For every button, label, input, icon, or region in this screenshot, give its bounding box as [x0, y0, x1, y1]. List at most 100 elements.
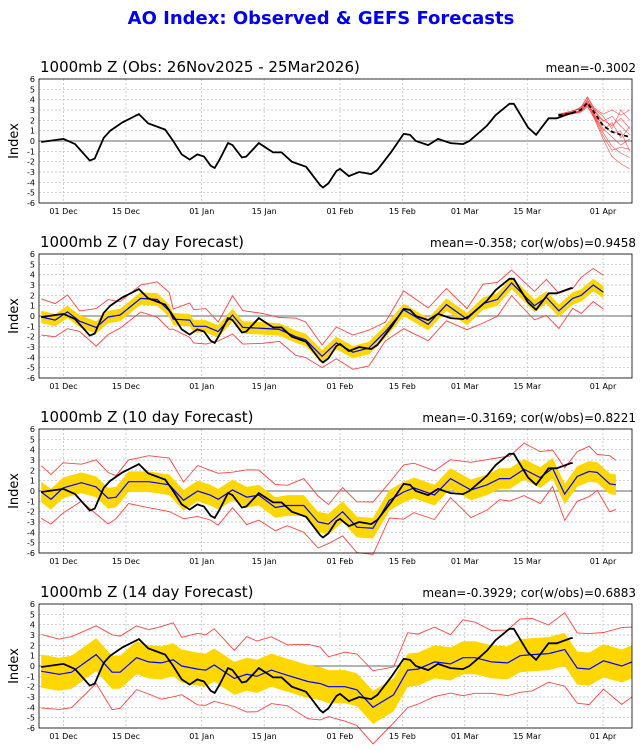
- x-tick-label: 01 Apr: [590, 207, 617, 216]
- y-tick-label: 0: [30, 312, 35, 321]
- x-tick-label: 15 Jan: [252, 557, 277, 566]
- x-tick-label: 15 Mar: [513, 557, 542, 566]
- x-tick-label: 01 Apr: [590, 557, 617, 566]
- y-tick-label: -1: [27, 147, 35, 156]
- ensemble-member-line: [558, 97, 631, 130]
- x-tick-label: 15 Mar: [513, 732, 542, 741]
- plot-frame: [38, 428, 633, 554]
- x-tick-label: 15 Dec: [112, 732, 140, 741]
- y-tick-label: 5: [30, 260, 35, 269]
- y-tick-label: 5: [30, 610, 35, 619]
- y-tick-label: 5: [30, 435, 35, 444]
- y-axis-label: Index: [7, 298, 22, 334]
- panel-2: -6-5 -4-3-2 -101 234 56 01 Dec 15 Dec 01 Jan 15 …: [7, 408, 636, 566]
- x-tick-label: 01 Mar: [451, 207, 480, 216]
- y-tick-label: -6: [27, 724, 35, 733]
- min-range-line: [40, 485, 617, 555]
- x-tick-label: 01 Mar: [451, 557, 480, 566]
- plot-frame: [38, 603, 633, 729]
- spread-band: [41, 276, 604, 363]
- y-tick-label: 6: [30, 75, 35, 84]
- y-tick-label: 1: [30, 652, 35, 661]
- panel-title: 1000mb Z (10 day Forecast): [40, 408, 254, 426]
- y-tick-label: -4: [27, 178, 35, 187]
- y-tick-label: 4: [30, 271, 35, 280]
- x-tick-label: 01 Mar: [451, 732, 480, 741]
- y-tick-label: 4: [30, 446, 35, 455]
- ensemble-member-line: [558, 106, 630, 151]
- x-tick-label: 15 Feb: [389, 382, 416, 391]
- y-tick-label: -6: [27, 549, 35, 558]
- x-tick-label: 15 Dec: [112, 557, 140, 566]
- y-tick-label: -5: [27, 714, 35, 723]
- y-tick-label: -1: [27, 497, 35, 506]
- x-tick-label: 15 Feb: [389, 207, 416, 216]
- y-tick-label: -3: [27, 343, 35, 352]
- panel-stats: mean=-0.3929; cor(w/obs)=0.6883: [422, 586, 636, 600]
- x-tick-label: 01 Feb: [327, 382, 354, 391]
- chart-title: AO Index: Observed & GEFS Forecasts: [127, 8, 515, 29]
- panel-stats: mean=-0.3169; cor(w/obs)=0.8221: [422, 411, 636, 425]
- panel-stats: mean=-0.358; cor(w/obs)=0.9458: [430, 236, 636, 250]
- y-tick-label: 0: [30, 662, 35, 671]
- forecast-mean-line: [40, 467, 616, 529]
- y-tick-label: -3: [27, 518, 35, 527]
- y-tick-label: 3: [30, 456, 35, 465]
- y-tick-label: 2: [30, 466, 35, 475]
- y-tick-label: -1: [27, 672, 35, 681]
- x-tick-label: 01 Dec: [49, 382, 77, 391]
- x-tick-label: 15 Mar: [513, 382, 542, 391]
- x-tick-label: 01 Jan: [189, 382, 214, 391]
- y-tick-label: -5: [27, 364, 35, 373]
- y-tick-label: 2: [30, 291, 35, 300]
- ensemble-mean-line: [558, 101, 631, 138]
- y-tick-label: 3: [30, 281, 35, 290]
- plot-frame: [38, 253, 633, 379]
- x-tick-label: 15 Jan: [252, 732, 277, 741]
- x-tick-label: 15 Dec: [112, 382, 140, 391]
- y-tick-label: -6: [27, 199, 35, 208]
- y-tick-label: 3: [30, 631, 35, 640]
- x-tick-label: 01 Feb: [327, 732, 354, 741]
- panel-3: -6-5 -4-3-2 -101 234 56 01 Dec 15 Dec 01 Jan 15 …: [7, 583, 636, 745]
- panel-title: 1000mb Z (Obs: 26Nov2025 - 25Mar2026): [40, 58, 360, 76]
- x-tick-label: 15 Jan: [252, 207, 277, 216]
- x-tick-label: 01 Feb: [327, 207, 354, 216]
- x-tick-label: 01 Feb: [327, 557, 354, 566]
- observed-line: [41, 452, 573, 539]
- y-tick-label: 5: [30, 85, 35, 94]
- y-tick-label: -3: [27, 693, 35, 702]
- y-tick-label: 0: [30, 487, 35, 496]
- min-range-line: [41, 681, 633, 745]
- panel-1: -6-5 -4-3-2 -101 234 56 01 Dec 15 Dec 01 Jan 15 …: [7, 233, 636, 391]
- spread-band: [41, 632, 632, 724]
- x-tick-label: 01 Apr: [590, 382, 617, 391]
- plot-frame: [38, 78, 633, 204]
- y-axis-label: Index: [7, 648, 22, 684]
- x-tick-label: 15 Dec: [112, 207, 140, 216]
- y-tick-label: -1: [27, 322, 35, 331]
- y-tick-label: -4: [27, 528, 35, 537]
- y-tick-label: 3: [30, 106, 35, 115]
- y-axis-label: Index: [7, 473, 22, 509]
- min-range-line: [41, 294, 604, 370]
- x-tick-label: 15 Feb: [389, 557, 416, 566]
- ensemble-member-line: [558, 101, 630, 146]
- y-tick-label: -2: [27, 158, 35, 167]
- x-tick-label: 01 Dec: [49, 732, 77, 741]
- x-tick-label: 15 Feb: [389, 732, 416, 741]
- y-tick-label: -6: [27, 374, 35, 383]
- y-tick-label: 4: [30, 621, 35, 630]
- panel-0: -6-5 -4-3-2 -101 234 56 01 Dec 15 Dec 01 Jan 15 …: [7, 58, 636, 216]
- y-tick-label: -4: [27, 703, 35, 712]
- y-tick-label: 6: [30, 600, 35, 609]
- y-tick-label: -2: [27, 683, 35, 692]
- y-axis-label: Index: [7, 123, 22, 159]
- y-tick-label: -4: [27, 353, 35, 362]
- y-tick-label: 6: [30, 425, 35, 434]
- max-range-line: [41, 612, 633, 672]
- x-tick-label: 15 Mar: [513, 207, 542, 216]
- y-tick-label: 6: [30, 250, 35, 259]
- panel-title: 1000mb Z (14 day Forecast): [40, 583, 254, 601]
- spread-band: [41, 457, 616, 539]
